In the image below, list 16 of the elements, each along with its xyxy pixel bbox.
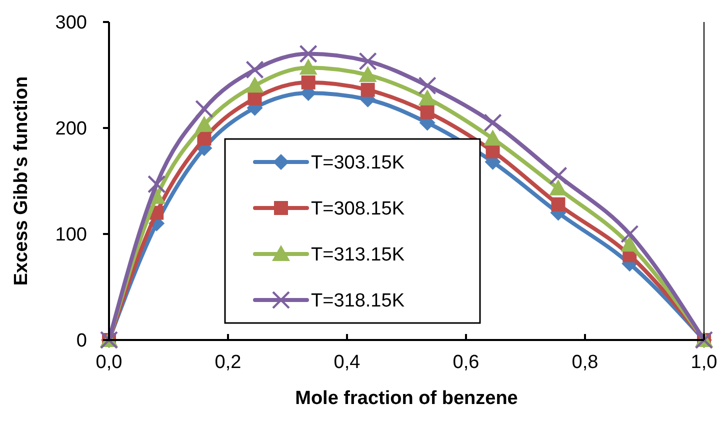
legend-label: T=308.15K — [311, 198, 405, 220]
legend-label: T=318.15K — [311, 290, 405, 312]
y-tick-label: 100 — [55, 224, 87, 246]
x-tick-label: 0,2 — [214, 352, 242, 373]
y-tick-label: 200 — [55, 118, 87, 140]
legend-label: T=303.15K — [311, 152, 405, 174]
x-axis-title: Mole fraction of benzene — [295, 388, 518, 409]
y-tick-label: 0 — [76, 330, 87, 352]
x-tick-label: 1,0 — [690, 352, 718, 373]
x-tick-label: 0,4 — [334, 352, 361, 373]
y-axis-title: Excess Gibb's function — [11, 76, 32, 286]
x-tick-label: 0,6 — [452, 352, 480, 373]
legend-label: T=313.15K — [311, 244, 405, 266]
x-tick-label: 0,0 — [96, 352, 122, 373]
y-tick-label: 300 — [55, 12, 87, 34]
x-tick-label: 0,8 — [572, 352, 598, 373]
